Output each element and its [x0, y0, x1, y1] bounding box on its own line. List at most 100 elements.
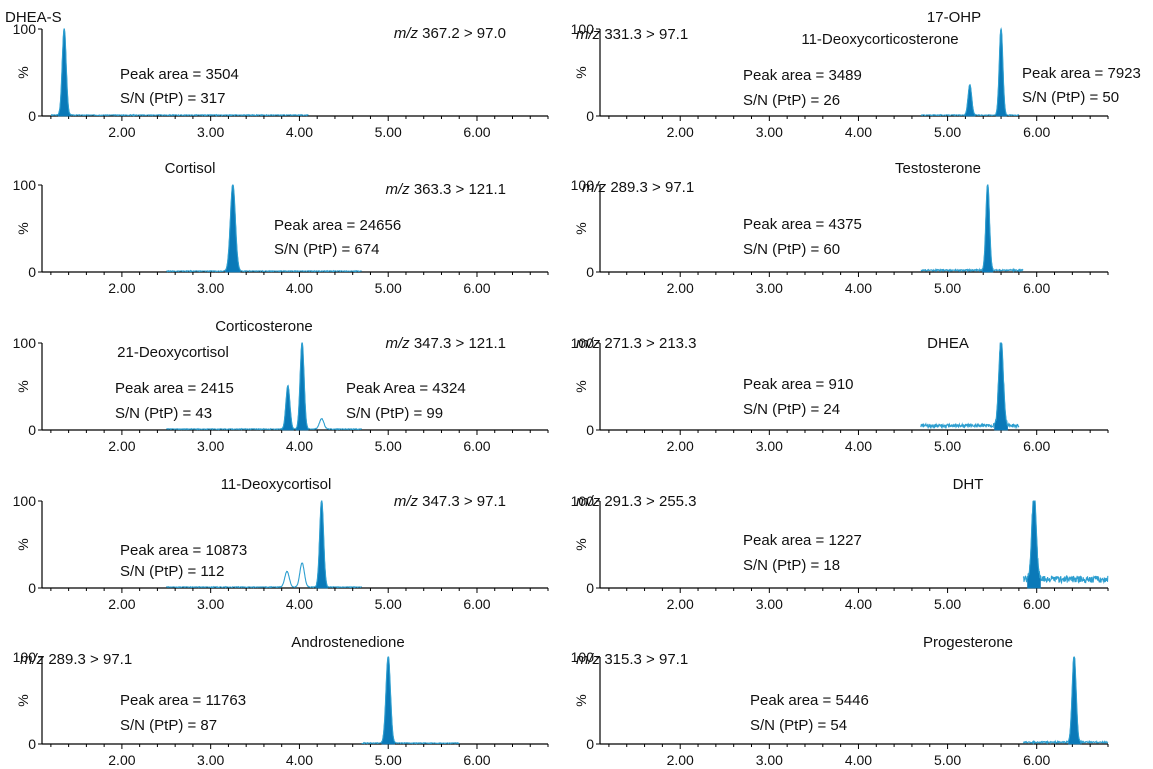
y-axis-label: %	[15, 538, 31, 550]
y-tick-label: 100	[571, 335, 595, 351]
transition-label: m/z 347.3 > 121.1	[385, 335, 506, 352]
x-tick-label: 4.00	[286, 752, 313, 768]
x-tick-label: 4.00	[286, 596, 313, 612]
peak-name-label: 11-Deoxycortisol	[221, 476, 332, 493]
x-tick-label: 6.00	[1023, 438, 1050, 454]
x-tick-label: 6.00	[1023, 752, 1050, 768]
y-axis-label: %	[573, 222, 589, 234]
chromatogram-trace	[166, 342, 362, 431]
peak-name-label: 17-OHP	[927, 9, 981, 26]
peak-area-label: Peak Area = 4324	[346, 380, 466, 397]
x-tick-label: 5.00	[375, 752, 402, 768]
chromatogram-panel: 0 100% 2.00 3.00 4.00 5.00 6.00 DHEA-S m/z 367.2…	[5, 9, 549, 140]
peak-area-label: Peak area = 1227	[743, 532, 862, 549]
signal-noise-label: S/N (PtP) = 112	[120, 563, 224, 580]
chromatogram-trace	[165, 184, 362, 273]
peak-name-label: 11-Deoxycorticosterone	[801, 31, 958, 48]
y-tick-label: 100	[13, 493, 37, 509]
x-tick-label: 2.00	[108, 752, 135, 768]
chromatogram-panel: 0 100% 2.00 3.00 4.00 5.00 6.00 Androstenedione…	[13, 634, 549, 768]
peak-area-label: Peak area = 2415	[115, 380, 234, 397]
transition-label: m/z 315.3 > 97.1	[576, 651, 688, 668]
x-tick-label: 5.00	[375, 124, 402, 140]
x-tick-label: 5.00	[375, 280, 402, 296]
x-tick-label: 6.00	[1023, 124, 1050, 140]
transition-label: m/z 363.3 > 121.1	[385, 181, 506, 198]
x-tick-label: 6.00	[463, 124, 490, 140]
x-tick-label: 5.00	[375, 596, 402, 612]
peak-area-label: Peak area = 4375	[743, 216, 862, 233]
y-axis-label: %	[15, 222, 31, 234]
x-tick-label: 4.00	[845, 280, 872, 296]
chromatogram-trace	[165, 500, 362, 589]
y-axis-label: %	[573, 694, 589, 706]
x-tick-label: 4.00	[286, 280, 313, 296]
x-tick-label: 3.00	[756, 438, 783, 454]
y-tick-label: 0	[586, 422, 594, 438]
x-tick-label: 2.00	[667, 752, 694, 768]
x-tick-label: 3.00	[756, 124, 783, 140]
x-tick-label: 3.00	[197, 124, 224, 140]
signal-noise-label: S/N (PtP) = 99	[346, 405, 443, 422]
x-tick-label: 4.00	[286, 438, 313, 454]
x-tick-label: 2.00	[667, 596, 694, 612]
signal-noise-label: S/N (PtP) = 18	[743, 557, 840, 574]
x-tick-label: 4.00	[845, 438, 872, 454]
x-tick-label: 2.00	[667, 438, 694, 454]
x-tick-label: 3.00	[756, 280, 783, 296]
peak-area-label: Peak area = 5446	[750, 692, 869, 709]
peak-name-label: Corticosterone	[215, 318, 313, 335]
y-tick-label: 100	[13, 177, 37, 193]
peak-name-label: Cortisol	[165, 160, 216, 177]
peak-area-label: Peak area = 3504	[120, 66, 239, 83]
x-tick-label: 4.00	[845, 752, 872, 768]
y-tick-label: 100	[571, 21, 595, 37]
signal-noise-label: S/N (PtP) = 60	[743, 241, 840, 258]
y-tick-label: 0	[28, 422, 36, 438]
chromatogram-panel: 0 100% 2.00 3.00 4.00 5.00 6.00 DHEA m/z 271.3 >…	[571, 335, 1109, 454]
x-tick-label: 5.00	[375, 438, 402, 454]
x-tick-label: 2.00	[667, 124, 694, 140]
chromatogram-panel: 0 100% 2.00 3.00 4.00 5.00 6.00 Progesterone m/z…	[571, 634, 1109, 768]
signal-noise-label: S/N (PtP) = 87	[120, 717, 217, 734]
transition-label: m/z 367.2 > 97.0	[394, 25, 506, 42]
x-tick-label: 2.00	[108, 280, 135, 296]
x-tick-label: 2.00	[108, 596, 135, 612]
x-tick-label: 3.00	[756, 596, 783, 612]
y-tick-label: 0	[28, 108, 36, 124]
signal-noise-label: S/N (PtP) = 26	[743, 92, 840, 109]
y-tick-label: 0	[586, 108, 594, 124]
signal-noise-label: S/N (PtP) = 54	[750, 717, 847, 734]
x-tick-label: 6.00	[463, 280, 490, 296]
x-tick-label: 5.00	[934, 752, 961, 768]
transition-label: m/z 291.3 > 255.3	[576, 493, 697, 510]
y-tick-label: 100	[571, 493, 595, 509]
transition-label: m/z 347.3 > 97.1	[394, 493, 506, 510]
peak-name-label: Testosterone	[895, 160, 981, 177]
transition-label: m/z 289.3 > 97.1	[582, 179, 694, 196]
chromatogram-trace	[50, 28, 309, 117]
chromatogram-trace	[920, 342, 1020, 430]
transition-label: m/z 289.3 > 97.1	[20, 651, 132, 668]
y-axis-label: %	[573, 380, 589, 392]
peak-name-label: DHEA-S	[5, 9, 62, 26]
peak-name-label: DHT	[953, 476, 984, 493]
x-tick-label: 3.00	[197, 596, 224, 612]
x-tick-label: 6.00	[1023, 596, 1050, 612]
y-tick-label: 100	[571, 177, 595, 193]
chromatogram-trace	[920, 27, 1020, 117]
x-tick-label: 5.00	[934, 280, 961, 296]
x-tick-label: 6.00	[463, 438, 490, 454]
chromatogram-trace	[1022, 656, 1109, 745]
transition-label: m/z 331.3 > 97.1	[576, 26, 688, 43]
x-tick-label: 2.00	[108, 438, 135, 454]
integrated-peak	[1027, 500, 1041, 589]
peak-name-label: Androstenedione	[291, 634, 404, 651]
peak-name-label: 21-Deoxycortisol	[117, 344, 229, 361]
x-tick-label: 3.00	[756, 752, 783, 768]
y-tick-label: 0	[586, 580, 594, 596]
x-tick-label: 3.00	[197, 438, 224, 454]
peak-area-label: Peak area = 7923	[1022, 65, 1141, 82]
x-tick-label: 6.00	[463, 752, 490, 768]
peak-area-label: Peak area = 24656	[274, 217, 401, 234]
